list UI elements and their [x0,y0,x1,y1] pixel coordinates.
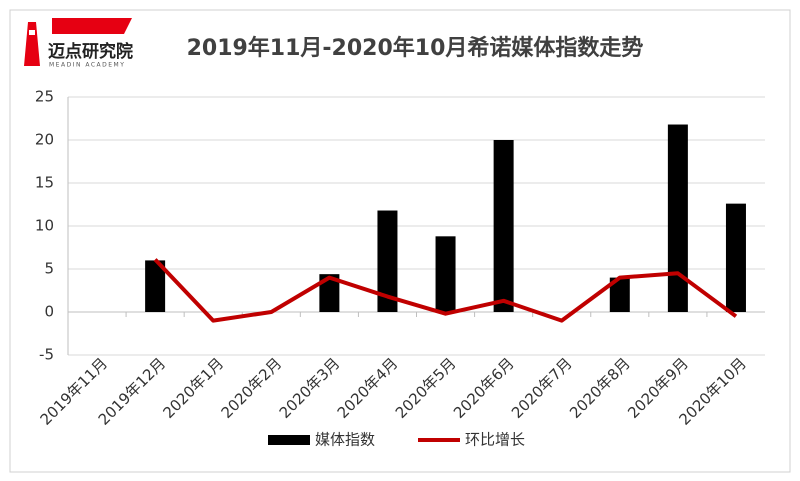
line [153,258,738,323]
logo-subtext: MEADIN ACADEMY [49,62,125,69]
legend-swatch [268,435,310,445]
bar [435,236,456,312]
bar [493,140,514,312]
y-tick-label: 15 [35,174,54,192]
legend-item: 媒体指数 [268,431,375,449]
bar [725,203,746,312]
y-tick-label: 25 [35,88,54,106]
y-tick-label: 0 [44,303,54,321]
bar [145,260,166,312]
legend-label: 媒体指数 [315,431,375,449]
logo: 迈点研究院 MEADIN ACADEMY [24,18,133,69]
legend-item: 环比增长 [418,431,525,449]
legend-label: 环比增长 [465,431,525,449]
bar [667,124,688,313]
y-tick-label: -5 [39,346,54,364]
logo-text: 迈点研究院 [48,41,133,62]
chart-border [9,9,791,473]
chart-title: 2019年11月-2020年10月希诺媒体指数走势 [187,35,644,61]
logo-tower [24,22,40,66]
logo-window [29,30,35,35]
y-tick-label: 10 [35,217,54,235]
y-tick-label: 20 [35,131,54,149]
y-tick-label: 5 [44,260,54,278]
bar [319,274,340,312]
bar [609,277,630,312]
bar [377,210,398,312]
logo-banner [52,18,132,34]
